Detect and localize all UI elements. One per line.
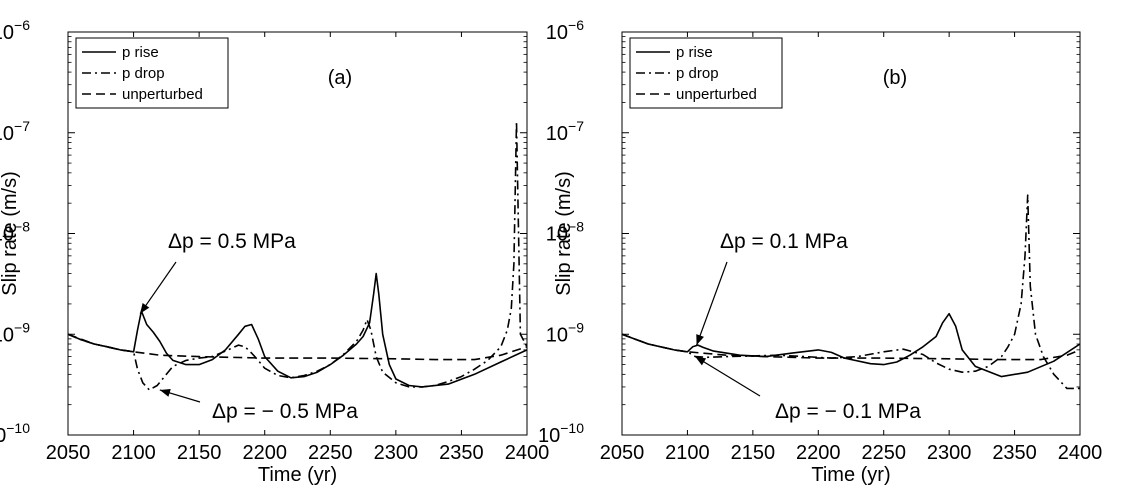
x-axis-label: Time (yr) [258,464,337,486]
legend-entry: p rise [122,44,159,61]
x-tick-label: 2200 [242,442,287,464]
x-tick-label: 2100 [111,442,156,464]
chart-panel-b: 2050 2100 2150 2200 2250 2300 2350 2400 10−10 10−… [538,17,1102,486]
annotation-label: Δp = − 0.1 MPa [775,400,921,423]
y-tick-label: 10−10 [0,420,30,447]
series-line-unperturbed [621,333,1081,361]
legend-entry: unperturbed [122,86,203,103]
x-tick-label: 2150 [177,442,222,464]
y-tick-label: 10−6 [0,17,30,44]
y-tick-label: 10−8 [0,219,30,246]
annotation-arrowhead [159,388,171,397]
y-axis-label: Slip rate (m/s) [0,171,21,295]
x-tick-label: 2250 [308,442,353,464]
series-line-p-drop [621,194,1080,390]
x-tick-label: 2350 [439,442,484,464]
legend: p rise p drop unperturbed [75,37,229,109]
x-tick-label: 2150 [731,442,776,464]
y-tick-label: 10−10 [538,420,584,447]
y-tick-label: 10−9 [0,319,30,346]
panel-label: (b) [883,67,907,89]
y-tick-label: 10−9 [546,319,584,346]
x-tick-label: 2100 [665,442,710,464]
x-tick-label: 2050 [46,442,91,464]
annotation-label: Δp = − 0.5 MPa [212,400,358,423]
legend: p rise p drop unperturbed [629,37,783,109]
chart-panel-a: 2050 2100 2150 2200 2250 2300 2350 2400 10−10 10−… [0,17,549,486]
panel-label: (a) [328,67,352,89]
annotation-arrowhead [140,302,150,314]
series-line-unperturbed [67,333,528,361]
annotation-arrow [139,261,177,315]
x-tick-label: 2350 [992,442,1037,464]
annotation-label: Δp = 0.1 MPa [720,230,848,253]
annotation-arrow [694,356,761,397]
x-tick-label: 2050 [600,442,645,464]
x-tick-label: 2400 [505,442,550,464]
annotation-label: Δp = 0.5 MPa [168,230,296,253]
x-tick-label: 2300 [374,442,419,464]
y-axis-label: Slip rate (m/s) [553,171,575,295]
x-tick-label: 2200 [796,442,841,464]
y-tick-label: 10−7 [0,118,30,145]
y-tick-label: 10−7 [546,118,584,145]
annotation-arrowhead [696,334,704,346]
y-tick-label: 10−6 [546,17,584,44]
x-tick-label: 2250 [861,442,906,464]
series-line-p-drop [67,120,528,391]
legend-entry: unperturbed [676,86,757,103]
y-tick-label: 10−8 [546,219,584,246]
legend-entry: p drop [676,65,719,82]
annotation-arrowhead [695,356,707,366]
legend-entry: p rise [676,44,713,61]
series-line-p-rise [621,312,1081,378]
x-tick-label: 2400 [1058,442,1103,464]
x-tick-label: 2300 [927,442,972,464]
legend-entry: p drop [122,65,165,82]
x-axis-label: Time (yr) [811,464,890,486]
annotation-arrow [696,261,728,346]
